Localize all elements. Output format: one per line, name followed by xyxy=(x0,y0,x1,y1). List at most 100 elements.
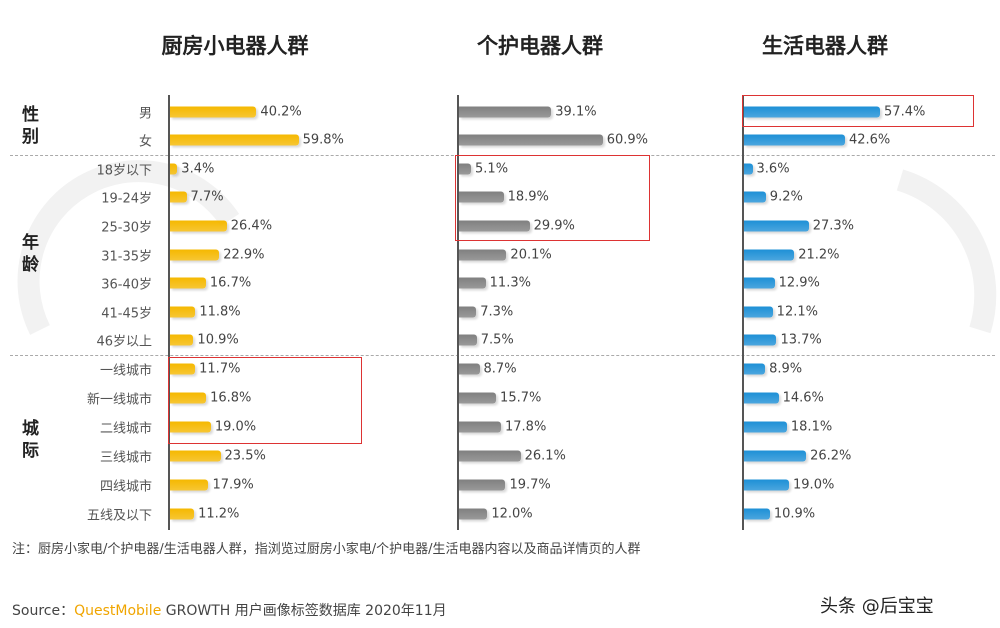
bar xyxy=(744,334,777,346)
panel-axis xyxy=(457,95,459,530)
highlight-box-kitchen-cities xyxy=(168,357,362,444)
bar xyxy=(459,134,603,146)
category-label: 19-24岁 xyxy=(101,191,152,207)
bar xyxy=(744,249,795,261)
category-label: 女 xyxy=(138,134,152,150)
group-label-gender: 性别 xyxy=(22,105,39,147)
bar xyxy=(744,277,775,289)
bar xyxy=(459,249,507,261)
category-label: 41-45岁 xyxy=(101,306,152,322)
data-label: 10.9% xyxy=(773,506,816,522)
data-label: 19.0% xyxy=(214,419,257,435)
data-label: 26.1% xyxy=(524,448,566,464)
bar xyxy=(744,392,779,404)
panel-title-kitchen: 厨房小电器人群 xyxy=(161,34,309,58)
bar xyxy=(459,450,521,462)
data-label: 20.1% xyxy=(510,247,552,263)
bar xyxy=(459,277,486,289)
data-label: 7.3% xyxy=(480,304,514,320)
category-label: 五线及以下 xyxy=(86,508,152,524)
data-label: 9.2% xyxy=(769,189,803,205)
data-label: 3.4% xyxy=(181,161,215,177)
data-label: 12.1% xyxy=(776,304,818,320)
bar xyxy=(170,392,207,404)
category-label: 二线城市 xyxy=(99,421,152,437)
category-label: 25-30岁 xyxy=(101,220,152,236)
data-label: 7.5% xyxy=(480,332,514,348)
data-label: 8.9% xyxy=(769,361,803,377)
source-rest: GROWTH 用户画像标签数据库 2020年11月 xyxy=(165,603,447,619)
category-label: 男 xyxy=(138,106,152,122)
data-label: 17.8% xyxy=(505,419,547,435)
data-label: 22.9% xyxy=(223,247,265,263)
data-label: 10.9% xyxy=(197,332,239,348)
data-label: 14.6% xyxy=(782,390,824,406)
data-label: 57.4% xyxy=(884,104,926,120)
data-label: 60.9% xyxy=(606,132,649,148)
category-label: 新一线城市 xyxy=(86,392,152,408)
bar xyxy=(170,163,178,175)
bar xyxy=(170,508,195,520)
data-label: 5.1% xyxy=(475,161,509,177)
bar xyxy=(744,450,807,462)
bar xyxy=(459,392,497,404)
bar xyxy=(170,421,211,433)
data-label: 27.3% xyxy=(812,218,854,234)
data-label: 12.0% xyxy=(491,506,533,522)
data-label: 19.7% xyxy=(509,477,551,493)
bar xyxy=(744,508,770,520)
group-label-city: 城际 xyxy=(22,419,39,461)
data-label: 17.9% xyxy=(212,477,254,493)
data-label: 39.1% xyxy=(555,104,597,120)
bar xyxy=(170,134,299,146)
bar xyxy=(459,479,506,491)
data-label: 15.7% xyxy=(500,390,542,406)
highlight-box-life-male xyxy=(742,95,974,127)
bar xyxy=(170,191,187,203)
bar xyxy=(744,191,766,203)
bar xyxy=(459,163,472,175)
source-line: Source：QuestMobile GROWTH 用户画像标签数据库 2020… xyxy=(12,600,447,620)
bar xyxy=(459,306,477,318)
panel-title-home-appliance: 生活电器人群 xyxy=(762,34,888,58)
bar xyxy=(170,249,220,261)
group-label-age: 年龄 xyxy=(22,233,39,275)
footnote: 注：厨房小家电/个护电器/生活电器人群，指浏览过厨房小家电/个护电器/生活电器内… xyxy=(12,542,641,557)
bar xyxy=(170,220,227,232)
watermark-arc xyxy=(896,169,997,334)
bar xyxy=(459,191,504,203)
bar xyxy=(170,106,257,118)
bar xyxy=(170,306,196,318)
bar xyxy=(459,363,480,375)
category-label: 18岁以下 xyxy=(96,163,152,179)
data-label: 13.7% xyxy=(780,332,822,348)
separator-age-city xyxy=(10,355,995,356)
data-label: 7.7% xyxy=(190,189,224,205)
category-label: 四线城市 xyxy=(99,479,152,495)
data-label: 11.8% xyxy=(199,304,241,320)
data-label: 8.7% xyxy=(483,361,517,377)
bar xyxy=(744,479,790,491)
data-label: 18.9% xyxy=(507,189,549,205)
source-brand: QuestMobile xyxy=(74,603,162,619)
data-label: 11.2% xyxy=(198,506,240,522)
bar xyxy=(170,450,221,462)
bar xyxy=(170,479,209,491)
bar xyxy=(459,421,501,433)
data-label: 3.6% xyxy=(756,161,790,177)
data-label: 29.9% xyxy=(533,218,575,234)
category-label: 三线城市 xyxy=(99,450,152,466)
bar xyxy=(459,106,552,118)
bar xyxy=(744,363,766,375)
category-label: 一线城市 xyxy=(99,363,152,379)
category-label: 31-35岁 xyxy=(101,249,152,265)
highlight-box-care-young xyxy=(455,155,650,241)
data-label: 40.2% xyxy=(260,104,302,120)
data-label: 16.8% xyxy=(210,390,252,406)
bar xyxy=(459,508,488,520)
data-label: 26.4% xyxy=(230,218,273,234)
data-label: 11.3% xyxy=(489,275,531,291)
bar xyxy=(744,306,773,318)
category-label: 36-40岁 xyxy=(101,277,152,293)
